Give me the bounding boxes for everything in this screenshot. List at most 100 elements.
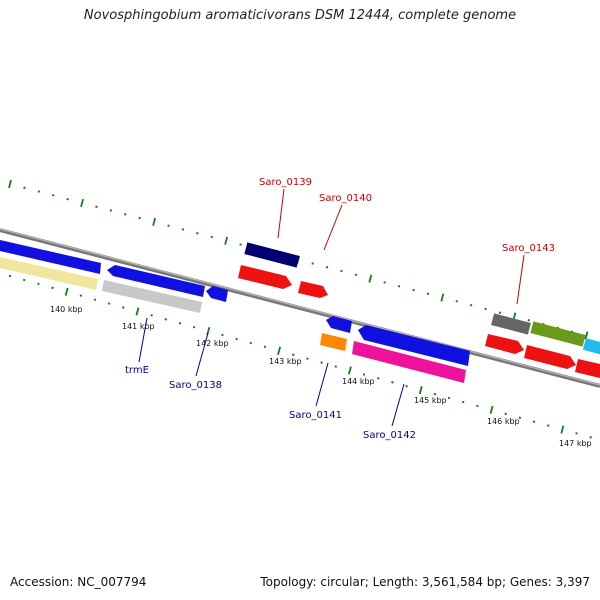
gene-forward-arrow[interactable] — [238, 265, 292, 289]
gene-orange[interactable] — [320, 333, 347, 351]
bottom-ruler-minor-tick — [476, 404, 479, 408]
accession-label: Accession: NC_007794 — [10, 575, 147, 589]
top-ruler-minor-tick — [484, 307, 487, 311]
bottom-ruler-minor-tick — [221, 333, 224, 337]
label-saro-0138[interactable]: Saro_0138 — [169, 380, 222, 391]
bottom-ruler-minor-tick — [22, 278, 26, 282]
bottom-ruler-minor-tick — [122, 306, 125, 309]
label-saro-0143[interactable]: Saro_0143 — [502, 243, 555, 254]
gene-trmE[interactable] — [107, 265, 205, 297]
gene-saro-0141[interactable] — [326, 316, 352, 333]
leader-saro-0142 — [391, 383, 405, 427]
bottom-ruler-minor-tick — [178, 322, 182, 325]
bottom-ruler-minor-tick — [334, 365, 337, 368]
bottom-ruler-major-tick — [347, 366, 352, 375]
top-ruler-minor-tick — [181, 228, 185, 231]
bottom-ruler-minor-tick — [532, 420, 536, 423]
bottom-ruler-major-tick — [277, 346, 282, 355]
label-saro-0140[interactable]: Saro_0140 — [319, 193, 372, 204]
bottom-ruler-minor-tick — [461, 400, 465, 404]
top-ruler-major-tick — [224, 236, 229, 245]
top-ruler-minor-tick — [66, 197, 69, 201]
top-ruler-minor-tick — [498, 311, 502, 314]
kbp-label-144: 144 kbp — [342, 377, 375, 386]
gene-saro-0139[interactable] — [244, 242, 300, 268]
top-ruler-minor-tick — [354, 273, 358, 277]
bottom-ruler-minor-tick — [249, 341, 252, 345]
bottom-ruler-minor-tick — [320, 361, 323, 364]
top-ruler-minor-tick — [138, 216, 141, 220]
kbp-label-147: 147 kbp — [559, 439, 592, 448]
leader-saro-0143 — [516, 254, 525, 305]
bottom-ruler-minor-tick — [164, 318, 168, 321]
bottom-ruler-minor-tick — [79, 294, 83, 297]
bottom-ruler-minor-tick — [518, 416, 522, 419]
bottom-ruler-minor-tick — [546, 424, 550, 427]
label-saro-0141[interactable]: Saro_0141 — [289, 410, 342, 421]
top-ruler-minor-tick — [109, 209, 113, 212]
gene-saro-0142[interactable] — [352, 341, 466, 383]
kbp-label-140: 140 kbp — [50, 305, 83, 314]
top-ruler-minor-tick — [23, 186, 26, 190]
label-saro-0139[interactable]: Saro_0139 — [259, 177, 312, 188]
gene-reverse-left[interactable] — [0, 240, 101, 274]
top-ruler-minor-tick — [397, 284, 401, 288]
gene-gray-light[interactable] — [102, 280, 202, 313]
gene-cyan[interactable] — [582, 338, 600, 356]
kbp-label-141: 141 kbp — [122, 322, 155, 331]
top-ruler-minor-tick — [167, 224, 170, 227]
gene-saro-0140[interactable] — [298, 281, 328, 298]
kbp-label-145: 145 kbp — [414, 396, 447, 405]
bottom-ruler-minor-tick — [192, 325, 196, 329]
bottom-ruler-minor-tick — [150, 314, 153, 317]
bottom-ruler-minor-tick — [405, 385, 408, 388]
gene-forward-arrow-2[interactable] — [485, 334, 524, 354]
genome-backbone-highlight — [0, 228, 600, 386]
bottom-ruler-minor-tick — [391, 381, 394, 384]
top-ruler-minor-tick — [37, 190, 41, 193]
bottom-ruler-ticks — [8, 274, 592, 439]
gene-olive[interactable] — [530, 321, 586, 347]
top-ruler-minor-tick — [95, 205, 98, 208]
top-ruler-minor-tick — [383, 281, 386, 284]
leader-trmE — [138, 317, 148, 363]
top-ruler-minor-tick — [412, 288, 415, 292]
leader-saro-0139 — [277, 188, 285, 239]
bottom-ruler-minor-tick — [292, 353, 295, 356]
top-ruler-minor-tick — [426, 292, 430, 296]
bottom-ruler-major-tick — [418, 386, 423, 395]
bottom-ruler-minor-tick — [362, 373, 366, 376]
top-ruler-major-tick — [368, 274, 373, 283]
top-ruler-major-tick — [152, 217, 156, 226]
top-ruler-minor-tick — [311, 262, 314, 265]
bottom-ruler-minor-tick — [37, 282, 40, 286]
gene-khaki[interactable] — [0, 257, 98, 290]
bottom-ruler-major-tick — [64, 287, 69, 296]
gene-reverse-long[interactable] — [358, 325, 470, 366]
top-ruler-minor-tick — [527, 319, 530, 322]
kbp-label-146: 146 kbp — [487, 417, 520, 426]
top-ruler-minor-tick — [325, 266, 329, 269]
label-saro-0142[interactable]: Saro_0142 — [363, 430, 416, 441]
top-ruler-minor-tick — [239, 243, 242, 246]
top-ruler-minor-tick — [210, 235, 213, 239]
gene-forward-arrow-3[interactable] — [524, 345, 576, 369]
bottom-ruler-minor-tick — [51, 286, 54, 290]
top-ruler-major-tick — [584, 331, 589, 340]
bottom-ruler-minor-tick — [8, 274, 12, 278]
gene-forward-arrow-4[interactable] — [575, 359, 600, 378]
bottom-ruler-minor-tick — [306, 357, 309, 360]
leader-saro-0138 — [195, 332, 209, 377]
kbp-label-143: 143 kbp — [269, 357, 302, 366]
label-trmE[interactable]: trmE — [125, 365, 149, 376]
top-ruler-major-tick — [80, 198, 84, 208]
bottom-ruler-major-tick — [560, 425, 565, 434]
gene-saro-0138[interactable] — [206, 286, 228, 302]
kbp-label-142: 142 kbp — [196, 339, 229, 348]
bottom-ruler-minor-tick — [433, 392, 437, 396]
bottom-ruler-major-tick — [135, 307, 140, 316]
gene-saro-0143[interactable] — [491, 313, 531, 335]
bottom-ruler-minor-tick — [504, 412, 507, 416]
bottom-ruler-major-tick — [489, 405, 494, 414]
